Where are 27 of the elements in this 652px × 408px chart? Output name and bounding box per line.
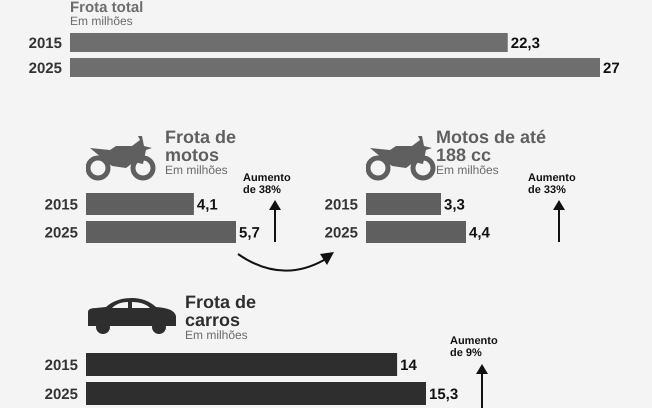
chart-title: Frota de carros: [185, 292, 258, 330]
text: Aumento de 9%: [450, 335, 499, 360]
y-tick-label: 2025: [324, 224, 358, 242]
y-tick-label: 2015: [324, 196, 358, 214]
data-label: 5,7: [239, 224, 260, 242]
y-tick-label: 2015: [44, 196, 78, 214]
chart-subtitle: Em milhões: [185, 328, 249, 342]
text: Aumento de 33%: [528, 172, 577, 196]
chart-subtitle: Em milhões: [70, 14, 134, 28]
y-tick-label: 2015: [28, 34, 62, 52]
data-label: 4,1: [196, 196, 218, 214]
chart-title: Frota de motos: [165, 127, 238, 165]
data-label: 15,3: [429, 386, 458, 403]
chart-title: Motos de até 188 cc: [436, 127, 546, 165]
data-label: 27: [603, 60, 620, 77]
y-tick-label: 2025: [44, 386, 78, 403]
data-label: 22,3: [510, 34, 540, 52]
chart-subtitle: Em milhões: [165, 163, 228, 177]
data-label: 4,4: [469, 224, 491, 242]
chart-subtitle: Em milhões: [436, 163, 499, 177]
chart-title: Frota total: [70, 0, 144, 16]
data-label: 3,3: [444, 196, 465, 214]
y-tick-label: 2025: [28, 60, 62, 77]
text: Aumento de 38%: [243, 172, 292, 196]
y-tick-label: 2015: [44, 356, 78, 374]
data-label: 14: [400, 356, 418, 374]
y-tick-label: 2025: [44, 224, 78, 242]
